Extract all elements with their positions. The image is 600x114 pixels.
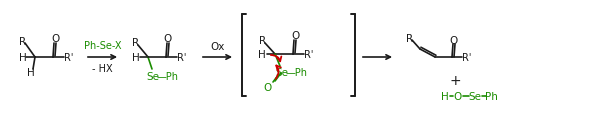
Text: Ox: Ox <box>211 42 224 52</box>
Text: R: R <box>406 34 413 44</box>
Text: O: O <box>291 31 299 41</box>
Text: R': R' <box>304 50 314 60</box>
Text: Ph: Ph <box>485 91 497 101</box>
Text: R: R <box>133 38 140 48</box>
Text: O: O <box>454 91 462 101</box>
Text: R: R <box>259 36 266 46</box>
Text: R': R' <box>64 53 74 62</box>
Text: R: R <box>19 37 26 47</box>
Text: O: O <box>264 82 272 92</box>
Text: H: H <box>132 53 140 62</box>
Text: Se: Se <box>275 67 289 77</box>
Text: Se: Se <box>146 71 160 81</box>
Text: R': R' <box>463 53 472 62</box>
Text: - HX: - HX <box>92 63 113 73</box>
Text: H: H <box>258 50 266 60</box>
Text: Ph-Se-X: Ph-Se-X <box>84 41 121 51</box>
Text: O: O <box>164 34 172 44</box>
Text: H: H <box>441 91 449 101</box>
Text: Se: Se <box>469 91 482 101</box>
Text: H: H <box>27 67 35 77</box>
Text: O: O <box>51 34 59 44</box>
Text: —Ph: —Ph <box>286 67 308 77</box>
Text: O: O <box>450 36 458 46</box>
Text: +: + <box>449 73 461 87</box>
Text: R': R' <box>178 53 187 62</box>
Text: H: H <box>19 53 27 62</box>
Text: —Ph: —Ph <box>157 71 179 81</box>
